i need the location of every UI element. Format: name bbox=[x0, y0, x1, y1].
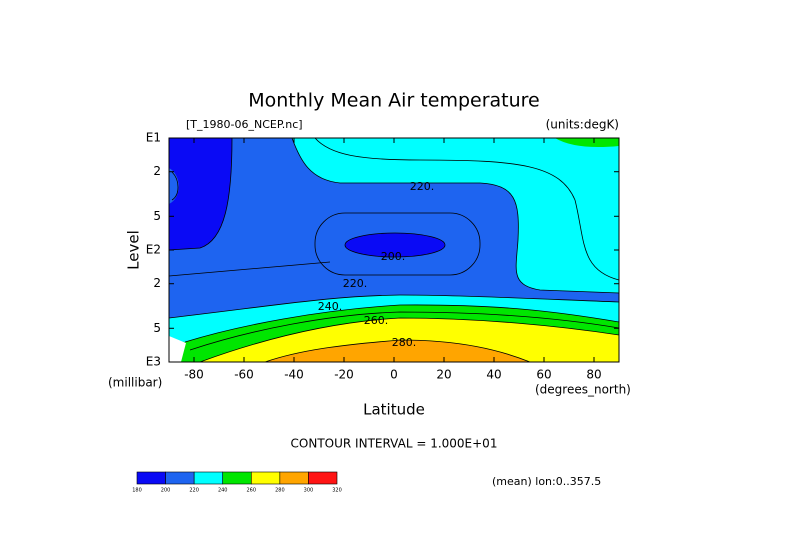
contour-line bbox=[169, 261, 331, 277]
contour-line bbox=[199, 317, 619, 362]
colorbar-box bbox=[165, 471, 195, 485]
x-tick-label: -60 bbox=[234, 368, 254, 382]
x-tick-label: 40 bbox=[486, 368, 501, 382]
contour-label: 280. bbox=[392, 336, 417, 349]
y-tick-label: E3 bbox=[146, 355, 161, 369]
contour-line bbox=[291, 138, 619, 294]
contour-label: 240. bbox=[318, 300, 343, 313]
y-tick-label: E1 bbox=[146, 131, 161, 145]
x-tick-label: 20 bbox=[436, 368, 451, 382]
y-axis-units: (millibar) bbox=[108, 376, 162, 390]
contour-line bbox=[171, 171, 179, 201]
colorbar: 180 200 220 240 260 280 300 320 bbox=[132, 471, 342, 494]
colorbar-box bbox=[136, 471, 166, 485]
colorbar-label: 300 bbox=[304, 488, 314, 494]
colorbar-label: 240 bbox=[218, 488, 228, 494]
x-tick-label: -20 bbox=[334, 368, 354, 382]
x-tick-label: 0 bbox=[390, 368, 398, 382]
colorbar-label: 200 bbox=[161, 488, 171, 494]
contour-label: 220. bbox=[410, 180, 435, 193]
x-axis-label: Latitude bbox=[363, 401, 425, 419]
contour-label: 220. bbox=[343, 277, 368, 290]
contour-interval: CONTOUR INTERVAL = 1.000E+01 bbox=[291, 437, 498, 451]
colorbar-box bbox=[308, 471, 338, 485]
chart-title: Monthly Mean Air temperature bbox=[248, 90, 539, 112]
y-tick-label: 5 bbox=[153, 209, 161, 223]
y-tick-label: E2 bbox=[146, 243, 161, 257]
contour-band bbox=[265, 340, 530, 362]
x-axis-units: (degrees_north) bbox=[535, 383, 631, 397]
y-tick-label: 2 bbox=[153, 276, 161, 290]
colorbar-box bbox=[250, 471, 281, 485]
y-tick-label: 5 bbox=[153, 321, 161, 335]
contour-line bbox=[314, 212, 481, 276]
contour-line bbox=[264, 339, 531, 362]
colorbar-box bbox=[193, 471, 224, 485]
contour-line bbox=[189, 311, 619, 351]
colorbar-box bbox=[279, 471, 309, 485]
contour-band bbox=[555, 138, 619, 147]
colorbar-label: 260 bbox=[247, 488, 257, 494]
colorbar-label: 180 bbox=[132, 488, 142, 494]
contour-band bbox=[345, 233, 445, 257]
colorbar-label: 280 bbox=[275, 488, 285, 494]
contour-band bbox=[169, 138, 232, 250]
footer-note: (mean) lon:0..357.5 bbox=[492, 475, 601, 488]
contour-line bbox=[169, 294, 619, 319]
contour-line bbox=[314, 138, 619, 281]
subtitle-left: [T_1980-06_NCEP.nc] bbox=[186, 118, 303, 131]
colorbar-label: 320 bbox=[332, 488, 342, 494]
x-tick-label: 60 bbox=[536, 368, 551, 382]
x-tick-label: -40 bbox=[284, 368, 304, 382]
colorbar-label: 220 bbox=[189, 488, 199, 494]
x-tick-label: 80 bbox=[586, 368, 601, 382]
contour-line bbox=[184, 304, 619, 343]
y-axis-label: Level bbox=[125, 230, 143, 270]
contour-band bbox=[169, 138, 619, 318]
contour-fills bbox=[169, 138, 619, 362]
x-tick-label: -80 bbox=[184, 368, 204, 382]
y-tick-label: 2 bbox=[153, 164, 161, 178]
colorbar-box bbox=[222, 471, 252, 485]
contour-line bbox=[169, 138, 233, 251]
missing-data bbox=[169, 336, 186, 362]
contour-label: 260. bbox=[364, 314, 389, 327]
contour-line bbox=[344, 232, 446, 258]
contour-lines bbox=[169, 138, 619, 362]
subtitle-right: (units:degK) bbox=[546, 118, 619, 132]
contour-label: 200. bbox=[381, 250, 406, 263]
